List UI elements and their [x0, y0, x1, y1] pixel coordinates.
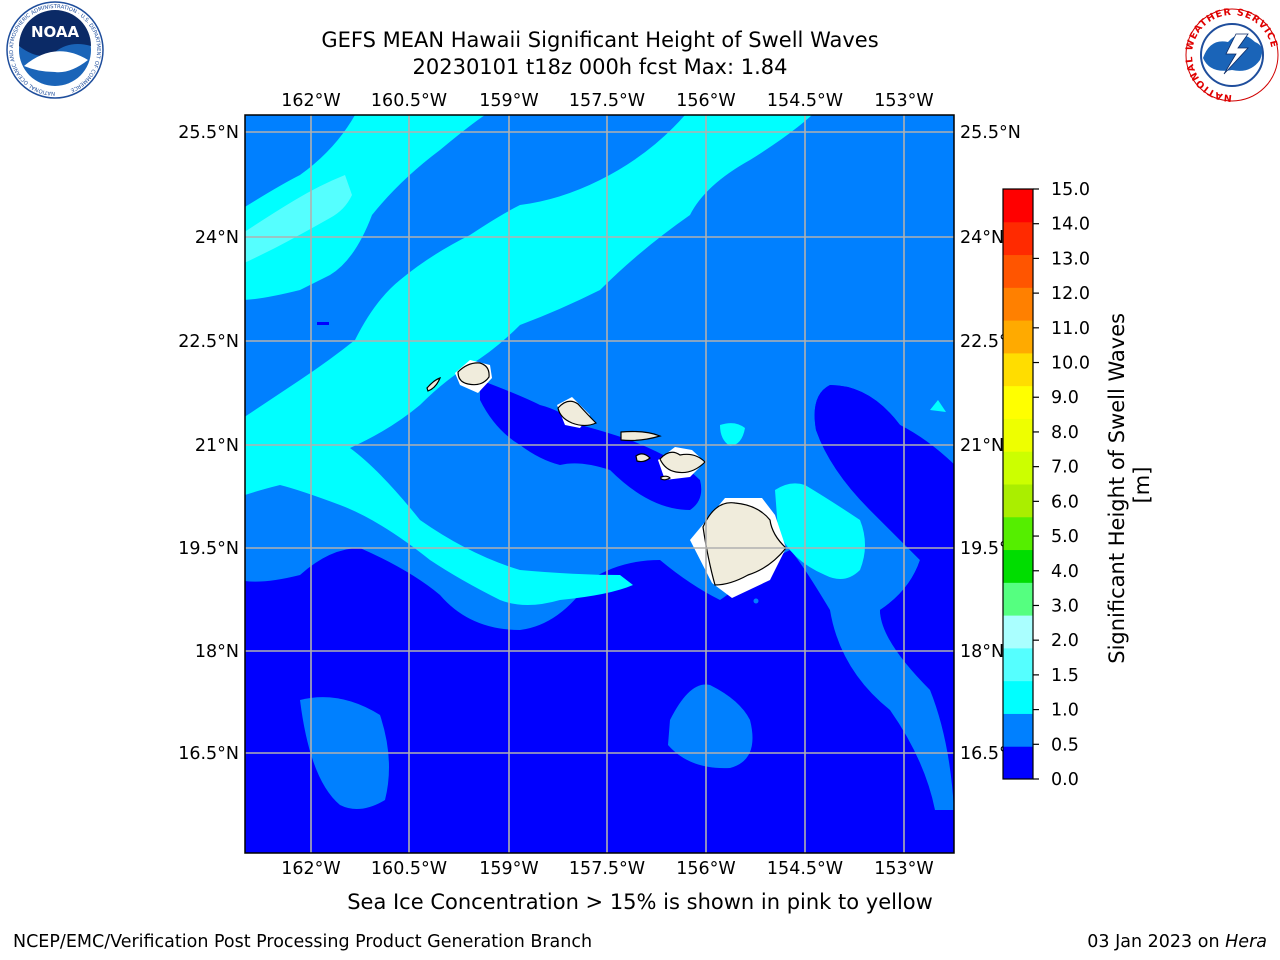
- map-frame: [244, 114, 955, 854]
- lat-label: 25.5°N: [960, 123, 1021, 143]
- lat-labels-left: 25.5°N 24°N 22.5°N 21°N 19.5°N 18°N 16.5…: [178, 123, 239, 764]
- colorbar-tick-label: 3.0: [1051, 596, 1079, 616]
- colorbar-tick-label: 9.0: [1051, 388, 1079, 408]
- sea-ice-note: Sea Ice Concentration > 15% is shown in …: [347, 890, 933, 914]
- lon-labels-bottom: 162°W 160.5°W 159°W 157.5°W 156°W 154.5°…: [281, 859, 933, 879]
- band-1.0-1.5-east: [775, 483, 865, 579]
- footer-date: 03 Jan 2023 on Hera: [1087, 932, 1267, 952]
- lon-label: 160.5°W: [371, 859, 447, 879]
- colorbar-cell: [1003, 647, 1033, 682]
- colorbar-tick-label: 0.5: [1051, 735, 1079, 755]
- lat-label: 24°N: [195, 228, 239, 248]
- lon-label: 157.5°W: [569, 91, 645, 111]
- lat-label: 21°N: [195, 436, 239, 456]
- colorbar-tick-label: 13.0: [1051, 249, 1090, 269]
- island-kahoolawe: [660, 475, 671, 481]
- colorbar-tick-label: 5.0: [1051, 527, 1079, 547]
- svg-text:NOAA: NOAA: [31, 23, 80, 41]
- map-subtitle: 20230101 t18z 000h fcst Max: 1.84: [412, 55, 788, 79]
- noaa-logo-icon: NATIONAL OCEANIC AND ATMOSPHERIC ADMINIS…: [6, 1, 104, 99]
- colorbar-cell: [1003, 254, 1033, 288]
- lon-labels-top: 162°W 160.5°W 159°W 157.5°W 156°W 154.5°…: [281, 91, 933, 111]
- colorbar-cell: [1003, 287, 1033, 321]
- colorbar-cell: [1003, 549, 1033, 583]
- colorbar-tick-label: 11.0: [1051, 319, 1090, 339]
- colorbar-cell: [1003, 352, 1033, 387]
- lon-label: 156°W: [676, 859, 735, 879]
- lon-label: 156°W: [676, 91, 735, 111]
- colorbar-tick-label: 15.0: [1051, 180, 1090, 200]
- colorbar-tick-label: 2.0: [1051, 631, 1079, 651]
- island-oahu: [557, 400, 598, 427]
- nws-logo-icon: NATIONAL WEATHER SERVICE: [1184, 7, 1279, 103]
- lon-label: 157.5°W: [569, 859, 645, 879]
- lat-label: 24°N: [960, 228, 1004, 248]
- band-1.0-1.5: [245, 115, 485, 300]
- colorbar-tick-label: 8.0: [1051, 423, 1079, 443]
- colorbar-tick-label: 6.0: [1051, 492, 1079, 512]
- lon-label: 154.5°W: [767, 859, 843, 879]
- colorbar-tick-label: 14.0: [1051, 215, 1090, 235]
- lat-label: 18°N: [960, 642, 1004, 662]
- lon-label: 162°W: [281, 91, 340, 111]
- map-title: GEFS MEAN Hawaii Significant Height of S…: [321, 28, 879, 52]
- colorbar-tick-label: 7.0: [1051, 458, 1079, 478]
- lat-label: 21°N: [960, 436, 1004, 456]
- colorbar-cell: [1003, 713, 1033, 747]
- colorbar: 0.0 0.5 1.0 1.5 2.0 3.0 4.0 5.0 6.0 7.0 8.0 9.0 10.0…: [1002, 180, 1154, 790]
- colorbar-frame: [1002, 188, 1034, 780]
- lat-label: 16.5°N: [178, 744, 239, 764]
- lon-label: 159°W: [479, 859, 538, 879]
- lon-label: 160.5°W: [371, 91, 447, 111]
- colorbar-cell: [1003, 516, 1033, 551]
- band-0-0.5-east: [814, 385, 954, 690]
- band-1.5-2.0: [245, 175, 352, 263]
- colorbar-cell: [1003, 189, 1033, 223]
- colorbar-tick-label: 10.0: [1051, 354, 1090, 374]
- colorbar-title: Significant Height of Swell Waves [m]: [1105, 306, 1154, 664]
- colorbar-tick-label: 4.0: [1051, 562, 1079, 582]
- colorbar-cell: [1003, 221, 1033, 256]
- island-molokai: [620, 430, 662, 442]
- band-0.5-1.0-south-center: [668, 684, 753, 769]
- lon-label: 154.5°W: [767, 91, 843, 111]
- footer-host: Hera: [1225, 932, 1267, 952]
- lat-label: 18°N: [195, 642, 239, 662]
- band-1.0-1.5-main: [245, 115, 812, 605]
- island-lanai: [635, 453, 651, 463]
- lon-label: 153°W: [874, 859, 933, 879]
- colorbar-cell: [1003, 746, 1033, 780]
- colorbar-tick-label: 1.0: [1051, 701, 1079, 721]
- colorbar-tick-label: 0.0: [1051, 770, 1079, 790]
- lat-label: 25.5°N: [178, 123, 239, 143]
- island-maui: [659, 451, 706, 474]
- lon-label: 159°W: [479, 91, 538, 111]
- colorbar-cell: [1003, 484, 1033, 518]
- colorbar-cell: [1003, 418, 1033, 452]
- lat-label: 19.5°N: [178, 539, 239, 559]
- colorbar-cell: [1003, 680, 1033, 714]
- footer-date-text: 03 Jan 2023 on: [1087, 932, 1220, 952]
- lat-label: 22.5°N: [178, 332, 239, 352]
- island-niihau: [426, 377, 442, 392]
- footer-credit: NCEP/EMC/Verification Post Processing Pr…: [13, 932, 593, 952]
- island-kauai: [457, 362, 490, 386]
- colorbar-tick-label: 12.0: [1051, 284, 1090, 304]
- swell-height-map: 162°W 160.5°W 159°W 157.5°W 156°W 154.5°…: [178, 91, 1021, 879]
- colorbar-tick-label: 1.5: [1051, 666, 1079, 686]
- colorbar-cell: [1003, 451, 1033, 485]
- lon-label: 162°W: [281, 859, 340, 879]
- colorbar-cell: [1003, 582, 1033, 616]
- colorbar-cell: [1003, 615, 1033, 649]
- band-1.0-1.5-spot: [720, 423, 745, 446]
- lon-label: 153°W: [874, 91, 933, 111]
- gridlines: [245, 115, 954, 853]
- colorbar-cell: [1003, 320, 1033, 354]
- colorbar-cell: [1003, 385, 1033, 419]
- band-1.0-1.5-ne: [930, 400, 946, 412]
